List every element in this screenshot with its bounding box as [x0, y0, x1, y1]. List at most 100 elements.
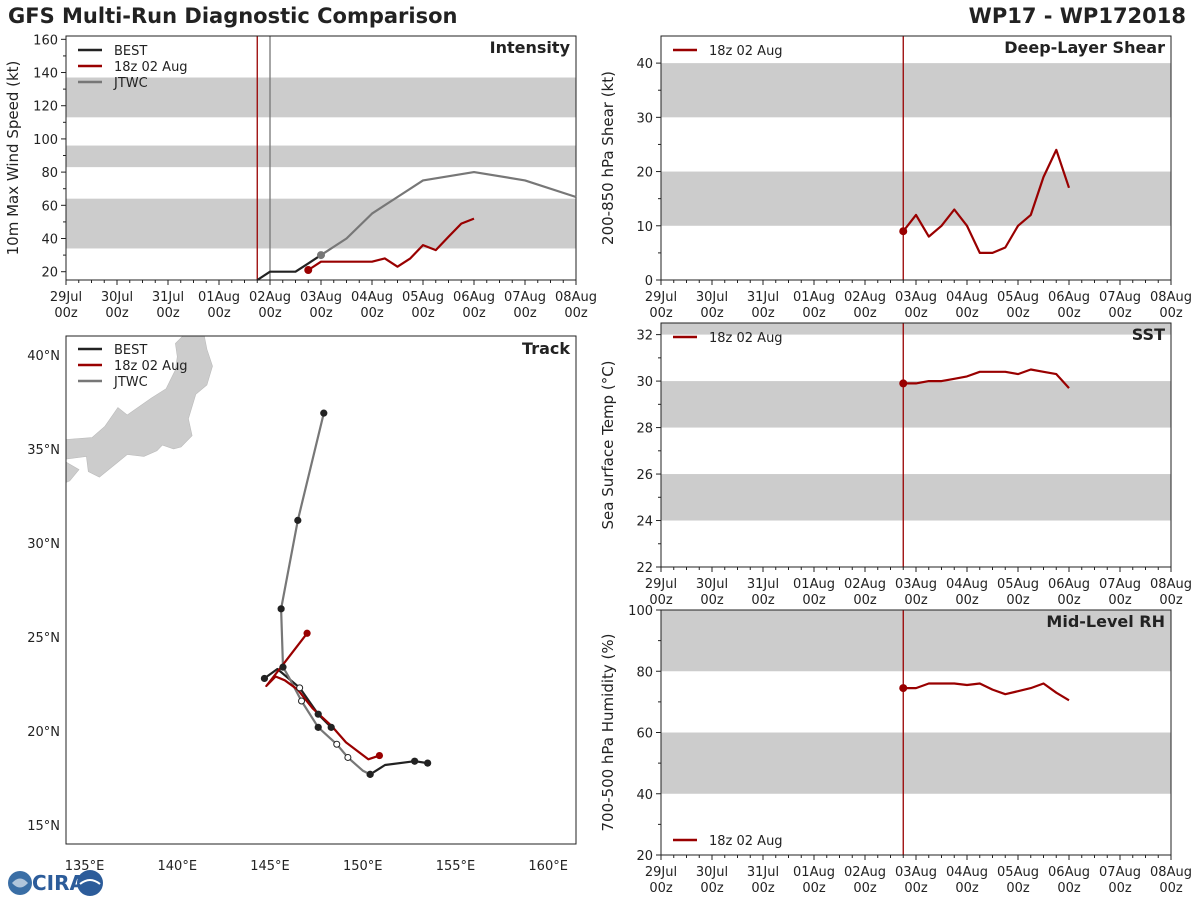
shear-xtick-line: 31Jul — [747, 290, 779, 305]
logo-text: CIRA — [32, 871, 86, 895]
track-ytick-label: 20°N — [27, 725, 60, 740]
sst-xtick-label: 07Aug 00z — [1099, 577, 1141, 608]
intensity-series-start-marker — [317, 251, 325, 260]
rh-xtick-line: 00z — [1057, 881, 1081, 896]
intensity-series-jtwc — [320, 171, 577, 257]
track-xtick-label: 160°E — [528, 859, 568, 874]
rh-xtick-line: 00z — [751, 881, 775, 896]
sst-xtick-line: 05Aug — [997, 577, 1039, 592]
intensity-xtick-line: 04Aug — [351, 290, 393, 305]
intensity-xtick-line: 31Jul — [152, 290, 184, 305]
intensity-xtick-label: 31Jul 00z — [152, 290, 184, 321]
rh-ytick-label: 40 — [636, 788, 653, 803]
track-point — [260, 674, 269, 683]
shear-xtick-line: 06Aug — [1048, 290, 1090, 305]
shear-band — [661, 171, 1171, 226]
shear-xtick-label: 30Jul 00z — [696, 290, 728, 321]
shear-band — [661, 63, 1171, 118]
intensity-xtick-line: 00z — [207, 306, 231, 321]
intensity-ytick-label: 40 — [41, 233, 58, 248]
shear-ytick-label: 30 — [636, 111, 653, 126]
intensity-xtick-line: 01Aug — [198, 290, 240, 305]
sst-ytick-label: 30 — [636, 375, 653, 390]
sst-ytick-label: 28 — [636, 422, 653, 437]
sst-xtick-line: 00z — [700, 593, 724, 608]
track-point — [314, 723, 322, 731]
sst-frame — [660, 322, 1172, 568]
sst-xtick-line: 31Jul — [747, 577, 779, 592]
sst-ylabel: Sea Surface Temp (°C) — [599, 360, 617, 529]
intensity-xtick-line: 00z — [411, 306, 435, 321]
rh-xtick-line: 07Aug — [1099, 865, 1141, 880]
shear-xtick-label: 01Aug 00z — [793, 290, 835, 321]
intensity-series-18z-02-aug — [307, 217, 475, 271]
shear-xtick-line: 00z — [1057, 306, 1081, 321]
intensity-ytick-label: 100 — [33, 133, 58, 148]
panel-track: 135°E 140°E 145°E 150°E 155°E 160°E 15°N 20°N 25… — [27, 335, 577, 874]
rh-ytick-label: 20 — [636, 849, 653, 864]
shear-xtick-label: 31Jul 00z — [747, 290, 779, 321]
rh-xtick-line: 00z — [955, 881, 979, 896]
intensity-series-best — [256, 254, 322, 281]
sst-xtick-line: 00z — [853, 593, 877, 608]
track-frame — [65, 335, 577, 845]
sst-xtick-line: 03Aug — [895, 577, 937, 592]
sst-band — [661, 381, 1171, 428]
intensity-xtick-line: 00z — [462, 306, 486, 321]
intensity-xtick-label: 08Aug 00z — [555, 290, 597, 321]
shear-xtick-label: 02Aug 00z — [844, 290, 886, 321]
intensity-xtick-label: 06Aug 00z — [453, 290, 495, 321]
track-xtick-label: 135°E — [65, 859, 105, 874]
shear-xtick-line: 08Aug — [1150, 290, 1192, 305]
intensity-ytick-label: 80 — [41, 166, 58, 181]
shear-xtick-line: 00z — [904, 306, 928, 321]
track-point — [277, 605, 285, 613]
shear-xtick-label: 08Aug 00z — [1150, 290, 1192, 321]
rh-ytick-label: 80 — [636, 665, 653, 680]
shear-ylabel: 200-850 hPa Shear (kt) — [599, 71, 617, 245]
track-point — [314, 710, 322, 718]
track-ytick-label: 25°N — [27, 631, 60, 646]
shear-xtick-line: 00z — [853, 306, 877, 321]
intensity-xtick-line: 00z — [513, 306, 537, 321]
intensity-xtick-line: 30Jul — [101, 290, 133, 305]
intensity-xtick-line: 00z — [258, 306, 282, 321]
sst-xtick-label: 06Aug 00z — [1048, 577, 1090, 608]
track-point — [411, 757, 419, 765]
sst-xtick-line: 08Aug — [1150, 577, 1192, 592]
intensity-xtick-line: 08Aug — [555, 290, 597, 305]
rh-xtick-line: 00z — [1108, 881, 1132, 896]
land-layer — [66, 336, 213, 483]
intensity-xtick-label: 02Aug 00z — [249, 290, 291, 321]
intensity-legend-label: BEST — [114, 44, 147, 59]
shear-series-start-marker — [899, 227, 908, 236]
intensity-xtick-line: 05Aug — [402, 290, 444, 305]
shear-xtick-line: 00z — [1006, 306, 1030, 321]
rh-xtick-label: 30Jul 00z — [696, 865, 728, 896]
rh-band — [661, 732, 1171, 794]
intensity-xtick-label: 03Aug 00z — [300, 290, 342, 321]
intensity-xtick-line: 29Jul — [50, 290, 82, 305]
shear-xtick-label: 04Aug 00z — [946, 290, 988, 321]
track-line-best — [369, 760, 428, 776]
track-title: Track — [522, 339, 570, 358]
rh-band — [661, 610, 1171, 672]
shear-legend: 18z 02 Aug — [673, 44, 783, 59]
intensity-xtick-line: 00z — [156, 306, 180, 321]
track-legend-label: BEST — [114, 343, 147, 358]
shear-xtick-line: 00z — [649, 306, 673, 321]
storm-id: WP17 - WP172018 — [968, 4, 1186, 28]
intensity-xtick-line: 00z — [564, 306, 588, 321]
sst-series-start-marker — [899, 379, 908, 388]
sst-xtick-label: 02Aug 00z — [844, 577, 886, 608]
track-point — [294, 516, 302, 524]
sst-xtick-line: 00z — [751, 593, 775, 608]
shear-xtick-label: 29Jul 00z — [645, 290, 677, 321]
sst-xtick-line: 00z — [955, 593, 979, 608]
intensity-band — [66, 77, 576, 118]
shear-legend-label: 18z 02 Aug — [709, 44, 783, 59]
shear-xtick-line: 29Jul — [645, 290, 677, 305]
